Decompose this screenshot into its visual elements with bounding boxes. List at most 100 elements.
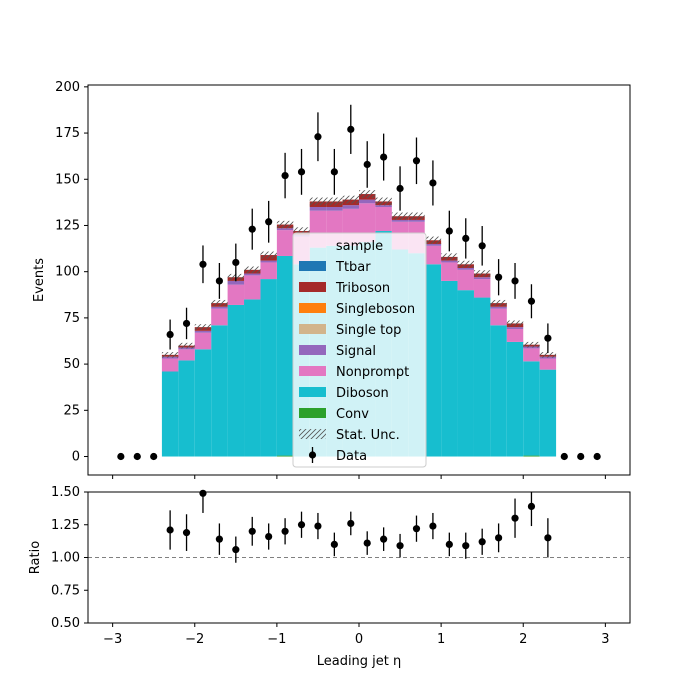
data-point xyxy=(380,153,388,161)
bar-nonprompt xyxy=(260,262,277,280)
bar-signal xyxy=(424,243,442,246)
legend-label: Single top xyxy=(336,323,401,338)
ratio-point xyxy=(347,519,355,528)
stat-unc-band xyxy=(375,197,392,206)
ratio-point xyxy=(511,514,519,522)
ratio-point xyxy=(199,489,207,497)
ratio-point xyxy=(215,535,223,543)
ratio-y-tick-label: 1.50 xyxy=(51,485,80,500)
stat-unc-band xyxy=(211,299,228,307)
data-point xyxy=(511,277,519,285)
bar-signal xyxy=(244,273,261,276)
ratio-y-ticks: 0.50 0.75 1.00 1.25 1.50 xyxy=(51,485,88,631)
stat-unc-band xyxy=(359,190,376,198)
bar-nonprompt xyxy=(178,349,195,361)
ratio-point xyxy=(396,542,404,550)
ratio-x-tick-label: 2 xyxy=(519,632,527,647)
bar-diboson xyxy=(457,290,474,457)
bar-diboson xyxy=(506,341,524,457)
legend-label: Data xyxy=(336,449,367,464)
stat-unc-band xyxy=(539,352,557,358)
stat-unc-band xyxy=(309,197,327,206)
bar-nonprompt xyxy=(244,275,261,300)
bar-diboson xyxy=(276,255,294,456)
stat-unc-band xyxy=(391,212,409,220)
y-tick-label: 25 xyxy=(63,403,80,418)
ratio-y-tick-label: 0.50 xyxy=(51,616,80,631)
bar-signal xyxy=(211,306,228,309)
data-point xyxy=(330,168,338,176)
ratio-point xyxy=(297,521,306,529)
legend-swatch-conv xyxy=(299,408,326,418)
stat-unc-band xyxy=(441,253,458,261)
ratio-x-ticks: −3 −2 −1 0 1 2 3 xyxy=(103,623,610,647)
legend-box xyxy=(292,232,427,468)
bar-nonprompt xyxy=(194,332,212,350)
y-tick-label: 0 xyxy=(72,450,80,465)
legend-swatch-signal xyxy=(299,345,326,355)
data-point xyxy=(429,179,437,187)
legend-swatch-singleboson xyxy=(299,303,326,313)
main-y-axis-label: Events xyxy=(32,258,47,302)
legend-label: Ttbar xyxy=(335,260,371,275)
bar-nonprompt xyxy=(276,230,294,256)
legend-swatch-ttbar xyxy=(299,261,326,271)
legend-label: Diboson xyxy=(336,386,389,401)
bar-signal xyxy=(457,267,474,270)
data-point xyxy=(527,297,536,305)
y-tick-label: 200 xyxy=(55,80,80,95)
ratio-point xyxy=(429,522,437,530)
ratio-points xyxy=(166,489,552,563)
bar-nonprompt xyxy=(457,269,474,291)
bar-signal xyxy=(359,199,376,204)
bar-diboson xyxy=(490,325,507,457)
ratio-point xyxy=(445,540,453,549)
bar-diboson xyxy=(523,361,540,456)
ratio-point xyxy=(265,532,273,541)
data-point xyxy=(412,157,421,165)
data-point xyxy=(281,171,289,180)
bar-nonprompt xyxy=(424,245,442,265)
bar-nonprompt xyxy=(523,348,540,362)
data-point xyxy=(199,260,207,268)
ratio-y-tick-label: 1.00 xyxy=(51,551,80,566)
ratio-x-tick-label: 1 xyxy=(437,632,445,647)
ratio-point xyxy=(248,527,256,535)
data-point xyxy=(544,334,552,342)
bar-conv xyxy=(276,455,294,457)
stat-unc-band xyxy=(523,341,540,348)
data-point xyxy=(166,330,174,339)
stat-unc-band xyxy=(194,324,212,331)
ratio-axes-frame xyxy=(87,491,631,624)
bar-diboson xyxy=(227,304,245,457)
bar-signal xyxy=(309,206,327,211)
data-point xyxy=(248,225,256,233)
ratio-point xyxy=(166,526,174,534)
stat-unc-band xyxy=(473,270,491,277)
data-point xyxy=(232,258,240,267)
stat-unc-band xyxy=(408,212,425,220)
data-point xyxy=(150,452,158,461)
bar-signal xyxy=(506,327,524,329)
stat-unc-band xyxy=(342,195,359,204)
stat-unc-band xyxy=(457,260,474,268)
main-y-ticks: 0 25 50 75 100 125 150 175 200 xyxy=(55,80,88,465)
bar-signal xyxy=(194,330,212,333)
data-point xyxy=(577,452,585,461)
ratio-y-tick-label: 0.75 xyxy=(51,583,80,598)
stat-unc-band xyxy=(276,220,294,229)
data-point xyxy=(478,242,486,250)
bar-diboson xyxy=(211,325,228,457)
bar-diboson xyxy=(539,369,557,457)
data-point xyxy=(363,160,371,169)
stat-unc-band xyxy=(260,251,277,259)
bar-signal xyxy=(342,205,359,209)
bar-signal xyxy=(408,219,425,222)
bar-nonprompt xyxy=(490,308,507,326)
data-point xyxy=(117,452,125,461)
main-x-ticks xyxy=(112,475,606,479)
ratio-point xyxy=(495,534,503,542)
bar-nonprompt xyxy=(161,358,179,372)
